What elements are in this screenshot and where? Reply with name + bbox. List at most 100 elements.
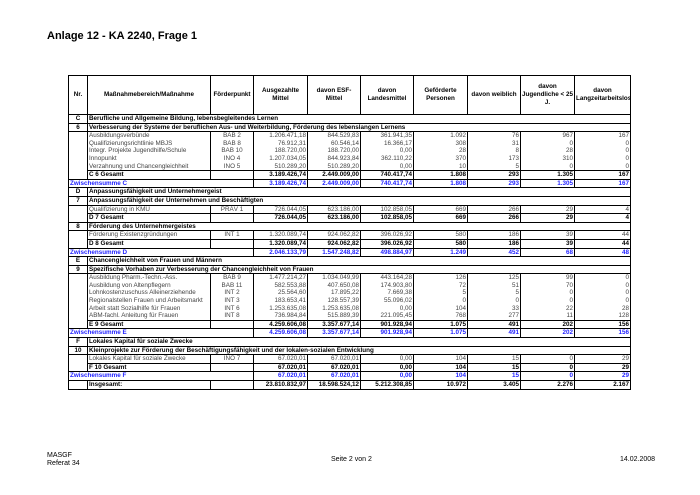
cell-ausgezahlt: 726.044,05 bbox=[253, 205, 308, 214]
cell-ausgezahlt: 4.259.606,08 bbox=[253, 328, 308, 339]
cell-weiblich: 5 bbox=[467, 289, 521, 298]
page-title: Anlage 12 - KA 2240, Frage 1 bbox=[47, 30, 197, 42]
row-label: Verzahnung und Chancengleichheit bbox=[87, 162, 211, 171]
cell-esf: 128.557,39 bbox=[307, 297, 361, 305]
cell-langzeitarbeitslose: 0 bbox=[574, 289, 631, 298]
cell-langzeitarbeitslose: 0 bbox=[574, 297, 631, 305]
row-nr bbox=[68, 380, 88, 390]
row-foerderpunkt: BAB 2 bbox=[210, 131, 254, 140]
cell-esf: 60.546,14 bbox=[307, 139, 361, 148]
cell-weiblich: 33 bbox=[467, 304, 521, 313]
cell-langzeitarbeitslose: 128 bbox=[574, 312, 631, 321]
total-row: D 8 Gesamt 1.320.089,74 924.062,82 396.026,… bbox=[68, 238, 631, 249]
footer-page: Seite 2 von 2 bbox=[331, 456, 372, 463]
cell-jugendliche: 28 bbox=[520, 147, 575, 155]
section-row: D Anpassungsfähigkeit und Unternehmergeis… bbox=[68, 187, 631, 197]
cell-weiblich: 293 bbox=[467, 170, 521, 180]
cell-esf: 67.020,01 bbox=[307, 354, 361, 364]
cell-personen: 370 bbox=[413, 154, 468, 163]
cell-esf: 1.253.635,08 bbox=[307, 304, 361, 313]
cell-weiblich: 452 bbox=[467, 248, 521, 258]
row-foerderpunkt bbox=[210, 213, 254, 223]
section-nr: D bbox=[68, 187, 88, 197]
row-nr bbox=[68, 154, 88, 163]
cell-ausgezahlt: 67.020,01 bbox=[253, 362, 308, 373]
row-label: D 8 Gesamt bbox=[87, 238, 211, 249]
row-nr bbox=[68, 213, 88, 223]
cell-jugendliche: 70 bbox=[520, 281, 575, 290]
cell-jugendliche: 29 bbox=[520, 205, 575, 214]
cell-jugendliche: 0 bbox=[520, 289, 575, 298]
cell-personen: 104 bbox=[413, 304, 468, 313]
row-nr bbox=[68, 139, 88, 148]
table-row: Förderung Existenzgründungen INT 1 1.320.0… bbox=[68, 230, 631, 240]
cell-jugendliche: 0 bbox=[520, 297, 575, 305]
cell-weiblich: 266 bbox=[467, 205, 521, 214]
cell-landesmittel: 221.095,45 bbox=[360, 312, 414, 321]
cell-ausgezahlt: 1.320.089,74 bbox=[253, 230, 308, 240]
row-label: Insgesamt: bbox=[87, 380, 211, 390]
cell-esf: 924.062,82 bbox=[307, 230, 361, 240]
cell-ausgezahlt: 4.259.606,08 bbox=[253, 319, 308, 330]
row-foerderpunkt: INT 1 bbox=[210, 230, 254, 240]
cell-jugendliche: 0 bbox=[520, 354, 575, 364]
cell-ausgezahlt: 1.320.089,74 bbox=[253, 238, 308, 249]
cell-landesmittel: 740.417,74 bbox=[360, 170, 414, 180]
section-row: 9 Spezifische Vorhaben zur Verbesserung d… bbox=[68, 264, 631, 275]
cell-jugendliche: 202 bbox=[520, 328, 575, 339]
cell-ausgezahlt: 1.477.214,27 bbox=[253, 273, 308, 282]
row-nr bbox=[68, 363, 88, 373]
cell-langzeitarbeitslose: 2.167 bbox=[574, 380, 631, 390]
row-nr bbox=[68, 162, 88, 171]
cell-langzeitarbeitslose: 28 bbox=[574, 304, 631, 313]
row-nr bbox=[68, 205, 88, 214]
cell-weiblich: 15 bbox=[467, 362, 521, 373]
table-row: Integr. Projekte Jugendhilfe/Schule BAB 1… bbox=[68, 147, 631, 155]
section-nr: 8 bbox=[68, 221, 88, 232]
table-row: Arbeit statt Sozialhilfe für Frauen INT 6… bbox=[68, 304, 631, 313]
cell-esf: 844.529,83 bbox=[307, 131, 361, 140]
section-nr: 6 bbox=[68, 122, 88, 133]
row-label: Innopunkt bbox=[87, 154, 211, 163]
cell-jugendliche: 0 bbox=[520, 371, 575, 381]
cell-landesmittel: 361.941,35 bbox=[360, 131, 414, 140]
row-label: Förderung Existenzgründungen bbox=[87, 230, 211, 240]
row-foerderpunkt: INT 3 bbox=[210, 297, 254, 305]
cell-landesmittel: 901.928,94 bbox=[360, 328, 414, 339]
cell-weiblich: 173 bbox=[467, 154, 521, 163]
cell-esf: 3.357.677,14 bbox=[307, 328, 361, 339]
cell-langzeitarbeitslose: 167 bbox=[574, 179, 631, 189]
table-row: Ausbildung von Altenpflegern BAB 11 582.55… bbox=[68, 281, 631, 290]
cell-weiblich: 3.405 bbox=[467, 380, 521, 390]
cell-personen: 104 bbox=[413, 371, 468, 381]
row-foerderpunkt: INT 8 bbox=[210, 312, 254, 321]
cell-jugendliche: 68 bbox=[520, 248, 575, 258]
section-label: Anpassungsfähigkeit der Unternehmen und … bbox=[87, 195, 631, 206]
section-label: Chancengleichheit von Frauen und Männern bbox=[87, 256, 631, 266]
section-row: 8 Förderung des Unternehmergeistes bbox=[68, 221, 631, 232]
table-row: Innopunkt INO 4 1.207.034,05 844.923,84 362.… bbox=[68, 154, 631, 163]
cell-langzeitarbeitslose: 48 bbox=[574, 248, 631, 258]
cell-weiblich: 31 bbox=[467, 139, 521, 148]
col-header-massnahme: Maßnahmebereich/Maßnahme bbox=[87, 75, 211, 115]
cell-weiblich: 491 bbox=[467, 319, 521, 330]
cell-jugendliche: 2.276 bbox=[520, 380, 575, 390]
cell-jugendliche: 39 bbox=[520, 230, 575, 240]
cell-ausgezahlt: 726.044,05 bbox=[253, 213, 308, 223]
cell-esf: 2.449.009,00 bbox=[307, 179, 361, 189]
cell-personen: 1.808 bbox=[413, 170, 468, 180]
cell-jugendliche: 0 bbox=[520, 362, 575, 373]
cell-weiblich: 266 bbox=[467, 213, 521, 223]
cell-jugendliche: 29 bbox=[520, 213, 575, 223]
cell-personen: 126 bbox=[413, 273, 468, 282]
col-header-personen: Geförderte Personen bbox=[413, 75, 468, 115]
cell-esf: 17.895,22 bbox=[307, 289, 361, 298]
cell-esf: 3.357.677,14 bbox=[307, 319, 361, 330]
subtotal-label: Zwischensumme F bbox=[68, 371, 254, 381]
row-label: Arbeit statt Sozialhilfe für Frauen bbox=[87, 304, 211, 313]
cell-ausgezahlt: 67.020,01 bbox=[253, 371, 308, 381]
cell-landesmittel: 0,00 bbox=[360, 304, 414, 313]
row-foerderpunkt: INO 4 bbox=[210, 154, 254, 163]
cell-personen: 5 bbox=[413, 289, 468, 298]
section-nr: F bbox=[68, 337, 88, 347]
